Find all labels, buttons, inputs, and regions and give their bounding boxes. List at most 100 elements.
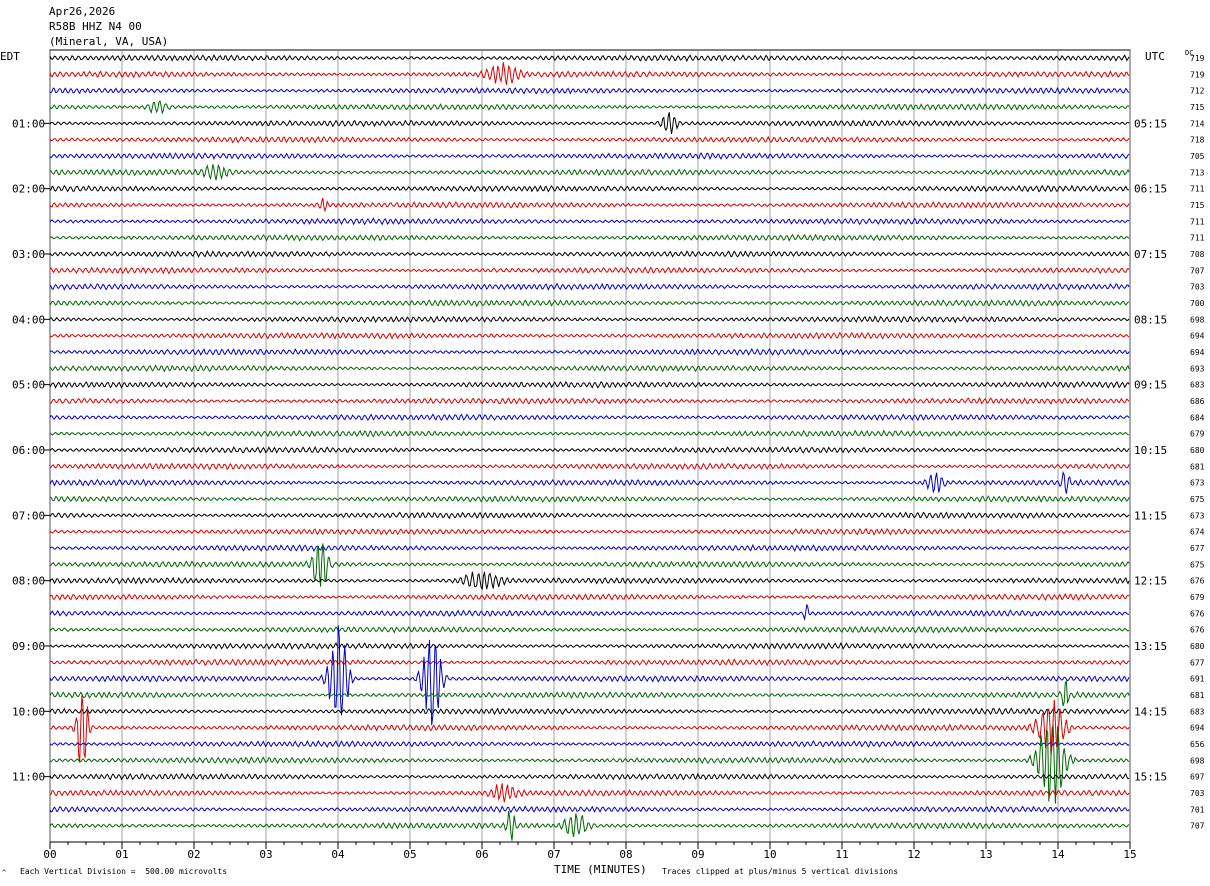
dc-offset-label: 715 (1190, 201, 1205, 210)
seismic-trace (49, 739, 1130, 748)
left-time-label: 09:00 (12, 640, 45, 653)
dc-offset-label: 680 (1190, 446, 1205, 455)
x-tick-label: 15 (1123, 848, 1136, 861)
dc-offset-label: 673 (1190, 511, 1205, 520)
seismic-trace (49, 658, 1130, 667)
seismic-trace (49, 331, 1130, 340)
dc-offset-label: 703 (1190, 283, 1205, 292)
dc-offset-label: 711 (1190, 217, 1205, 226)
left-time-label: 06:00 (12, 444, 45, 457)
dc-offset-label: 676 (1190, 577, 1205, 586)
right-time-label: 13:15 (1134, 640, 1167, 653)
dc-offset-label: 713 (1190, 168, 1205, 177)
seismic-trace (49, 625, 1130, 634)
dc-offset-label: 719 (1190, 70, 1205, 79)
seismic-trace (49, 86, 1130, 95)
dc-offset-label: 656 (1190, 740, 1205, 749)
dc-offset-label: 693 (1190, 364, 1205, 373)
dc-offset-label: 694 (1190, 724, 1205, 733)
right-time-label: 09:15 (1134, 379, 1167, 392)
seismic-trace (49, 396, 1130, 406)
seismic-trace (49, 642, 1130, 650)
seismic-trace (49, 152, 1130, 160)
right-time-label: 15:15 (1134, 771, 1167, 784)
clip-note: Traces clipped at plus/minus 5 vertical … (662, 867, 899, 876)
seismic-trace (49, 184, 1130, 193)
dc-offset-label: 679 (1190, 430, 1205, 439)
dc-offset-label: 708 (1190, 250, 1205, 259)
dc-offset-label: 703 (1190, 789, 1205, 798)
dc-column-label: DC (1185, 49, 1194, 57)
left-time-label: 07:00 (12, 509, 45, 522)
left-time-label: 05:00 (12, 379, 45, 392)
seismic-trace (49, 811, 1130, 841)
dc-offset-label: 686 (1190, 397, 1205, 406)
seismic-trace (49, 805, 1130, 814)
seismic-trace (49, 543, 1130, 587)
left-time-label: 10:00 (12, 705, 45, 718)
dc-offset-label: 705 (1190, 152, 1205, 161)
seismic-trace (49, 511, 1130, 520)
dc-offset-label: 701 (1190, 805, 1205, 814)
seismic-trace (49, 592, 1130, 601)
seismic-trace (49, 695, 1130, 763)
seismic-trace (49, 571, 1130, 591)
right-timezone-label: UTC (1145, 50, 1165, 63)
dc-offset-label: 715 (1190, 103, 1205, 112)
dc-offset-label: 691 (1190, 675, 1205, 684)
right-time-label: 11:15 (1134, 509, 1167, 522)
dc-offset-label: 675 (1190, 495, 1205, 504)
seismic-trace (49, 724, 1130, 804)
dc-offset-label: 700 (1190, 299, 1205, 308)
left-timezone-label: EDT (0, 50, 20, 63)
left-time-label: 11:00 (12, 771, 45, 784)
x-tick-label: 07 (547, 848, 560, 861)
dc-offset-label: 707 (1190, 266, 1205, 275)
dc-offset-label: 676 (1190, 626, 1205, 635)
right-time-label: 05:15 (1134, 117, 1167, 130)
seismic-trace (49, 54, 1130, 63)
dc-offset-label: 718 (1190, 136, 1205, 145)
seismic-trace (49, 112, 1130, 135)
scale-note: Each Vertical Division = 500.00 microvol… (20, 867, 228, 876)
seismic-trace (49, 315, 1130, 324)
seismic-trace (49, 266, 1130, 275)
seismic-trace (49, 604, 1130, 621)
seismic-trace (49, 429, 1130, 438)
left-time-label: 03:00 (12, 248, 45, 261)
x-tick-label: 09 (691, 848, 704, 861)
x-tick-label: 00 (43, 848, 56, 861)
x-tick-label: 10 (763, 848, 776, 861)
dc-offset-label: 684 (1190, 413, 1205, 422)
seismic-trace (49, 772, 1130, 781)
x-tick-label: 02 (187, 848, 200, 861)
dc-offset-label: 683 (1190, 381, 1205, 390)
x-tick-label: 11 (835, 848, 848, 861)
dc-offset-label: 681 (1190, 462, 1205, 471)
left-time-label: 04:00 (12, 313, 45, 326)
dc-offset-label: 698 (1190, 756, 1205, 765)
seismic-trace (49, 197, 1130, 213)
seismic-trace (49, 163, 1130, 181)
seismic-trace (49, 100, 1130, 115)
right-time-label: 12:15 (1134, 575, 1167, 588)
dc-offset-label: 694 (1190, 332, 1205, 341)
left-time-label: 08:00 (12, 575, 45, 588)
seismic-trace (49, 527, 1130, 536)
dc-offset-label: 697 (1190, 773, 1205, 782)
dc-offset-label: 675 (1190, 560, 1205, 569)
dc-offset-label: 694 (1190, 348, 1205, 357)
seismic-trace (49, 783, 1130, 803)
seismic-trace (49, 135, 1130, 144)
dc-offset-label: 711 (1190, 185, 1205, 194)
seismic-trace (49, 233, 1130, 242)
seismic-trace (49, 347, 1130, 356)
right-time-label: 08:15 (1134, 313, 1167, 326)
seismic-trace (49, 446, 1130, 454)
x-tick-label: 08 (619, 848, 632, 861)
seismic-trace (49, 413, 1130, 422)
seismic-trace (49, 543, 1130, 553)
x-tick-label: 04 (331, 848, 345, 861)
dc-offset-label: 677 (1190, 544, 1205, 553)
